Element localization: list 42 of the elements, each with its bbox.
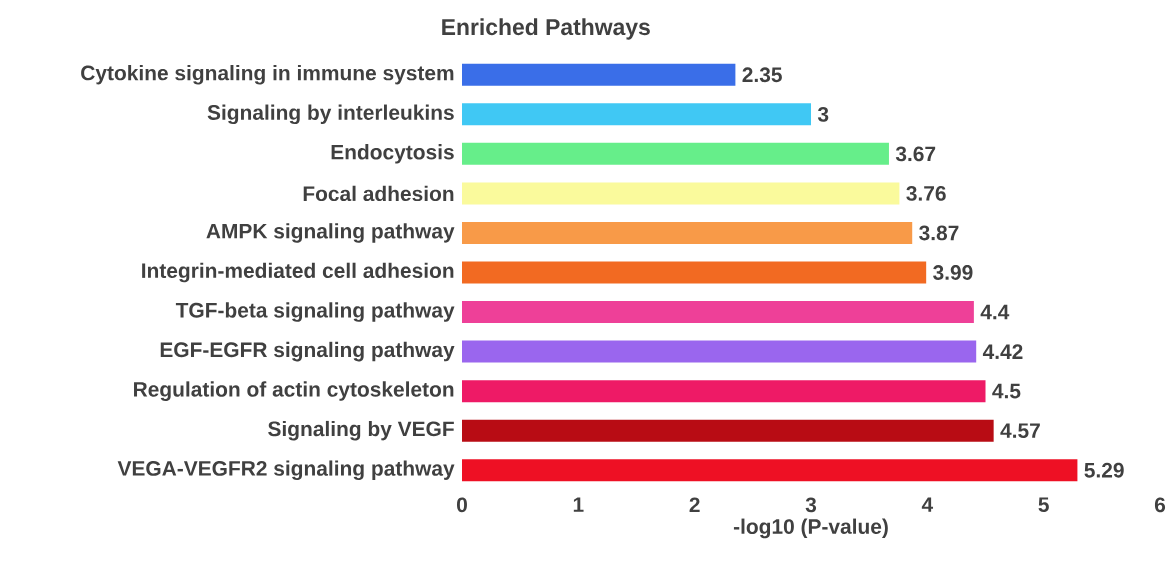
bar [462, 142, 889, 165]
y-tick-label: TGF-beta signaling pathway [175, 302, 455, 322]
bar [462, 103, 812, 126]
x-tick-label: 3 [805, 497, 817, 513]
bar [462, 459, 1078, 482]
data-label: 3.76 [906, 186, 946, 201]
bar [462, 221, 913, 244]
y-tick-label: Signaling by VEGF [268, 420, 454, 441]
chart-title: Enriched Pathways [442, 18, 650, 40]
bar [462, 182, 900, 205]
y-tick-label: Focal adhesion [303, 185, 454, 202]
x-tick-label: 2 [689, 497, 700, 512]
bar [462, 340, 977, 363]
y-tick-label: EGF-EGFR signaling pathway [160, 341, 455, 362]
bar [462, 261, 927, 284]
bar [462, 63, 736, 86]
data-label: 5.29 [1084, 462, 1124, 478]
data-label: 3.87 [919, 225, 959, 241]
bar [462, 301, 974, 324]
x-tick-label: 1 [573, 497, 584, 512]
data-label: 2.35 [742, 67, 782, 83]
data-label: 3.67 [895, 146, 936, 162]
x-tick-label: 4 [921, 497, 934, 512]
y-tick-label: Integrin-mediated cell adhesion [142, 262, 454, 283]
x-axis-title: -log10 (P-value) [733, 518, 888, 539]
data-label: 4.5 [992, 383, 1021, 399]
data-label: 3 [817, 106, 829, 122]
data-label: 4.57 [1000, 423, 1040, 438]
y-tick-label: Regulation of actin cytoskeleton [134, 381, 454, 401]
y-tick-label: VEGA-VEGFR2 signaling pathway [117, 460, 455, 481]
data-label: 4.4 [980, 304, 1010, 320]
y-tick-label: Endocytosis [331, 144, 454, 164]
data-label: 3.99 [933, 265, 973, 280]
data-label: 4.42 [982, 344, 1023, 359]
bar [462, 419, 994, 442]
x-tick-label: 5 [1038, 497, 1049, 512]
y-tick-label: Signaling by interleukins [207, 104, 454, 125]
x-tick-label: 6 [1154, 497, 1166, 513]
x-tick-label: 0 [457, 497, 467, 513]
y-tick-label: Cytokine signaling in immune system [81, 64, 454, 85]
bar [462, 380, 986, 403]
y-tick-label: AMPK signaling pathway [206, 223, 455, 243]
